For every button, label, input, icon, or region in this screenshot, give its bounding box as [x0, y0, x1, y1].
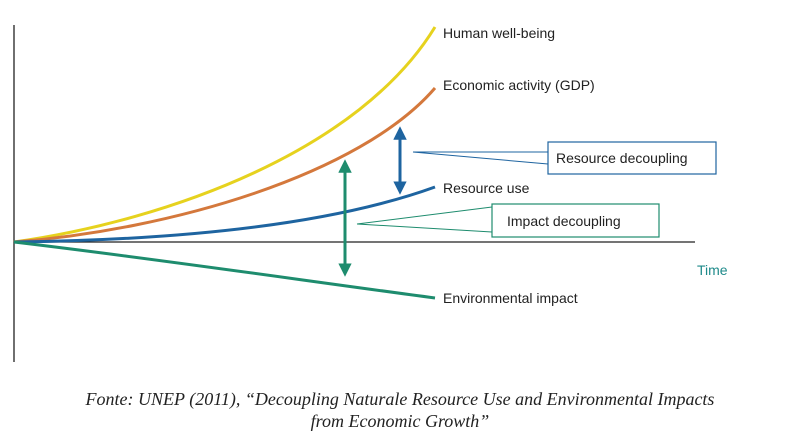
- time-axis-label: Time: [697, 262, 728, 278]
- impact-decoupling-label: Impact decoupling: [507, 213, 621, 229]
- source-caption: Fonte: UNEP (2011), “Decoupling Naturale…: [0, 388, 800, 432]
- resource-decoupling-pointer: [412, 151, 549, 165]
- label-resource-use: Resource use: [443, 180, 530, 196]
- resource-decoupling-label: Resource decoupling: [556, 150, 688, 166]
- curve-human-well-being: [13, 26, 437, 244]
- label-environmental-impact: Environmental impact: [443, 290, 578, 306]
- impact-decoupling-box: [491, 203, 660, 238]
- curve-resource-use: [13, 185, 436, 244]
- curve-economic-activity: [13, 87, 437, 244]
- caption-line-1: Fonte: UNEP (2011), “Decoupling Naturale…: [85, 389, 715, 409]
- label-human-well-being: Human well-being: [443, 25, 555, 41]
- caption-line-2: from Economic Growth”: [310, 411, 490, 431]
- curve-environmental-impact: [13, 240, 436, 300]
- resource-decoupling-box: [547, 141, 717, 175]
- label-economic-activity: Economic activity (GDP): [443, 77, 595, 93]
- impact-decoupling-pointer: [356, 206, 493, 233]
- decoupling-diagram: Human well-being Economic activity (GDP)…: [13, 25, 728, 362]
